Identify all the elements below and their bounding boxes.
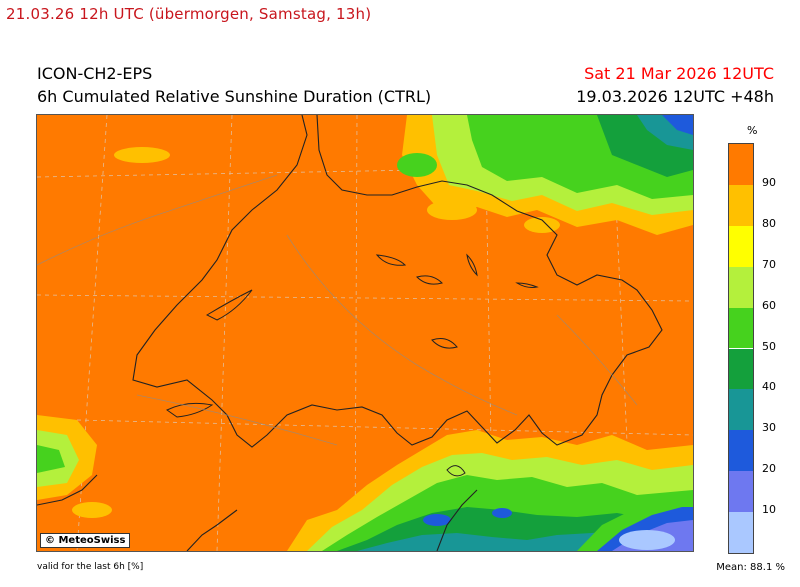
cloudy-area-northeast <box>397 115 693 235</box>
rivers <box>37 174 638 446</box>
legend-tick-label: 60 <box>762 298 776 312</box>
top-caption: 21.03.26 12h UTC (übermorgen, Samstag, 1… <box>6 5 372 23</box>
legend-tick-label: 80 <box>762 216 776 230</box>
legend-swatch <box>729 307 753 349</box>
cloud-patch-northwest <box>114 147 170 163</box>
legend-tick-label: 90 <box>762 175 776 189</box>
country-borders <box>37 115 663 551</box>
legend-unit: % <box>747 124 758 137</box>
legend-tick-label: 70 <box>762 257 776 271</box>
map-panel: © MeteoSwiss <box>36 114 694 552</box>
legend-swatch <box>729 348 753 390</box>
footer-validity: valid for the last 6h [%] <box>37 562 144 572</box>
legend-swatch <box>729 266 753 308</box>
legend-swatch <box>729 430 753 472</box>
legend-swatch <box>729 471 753 513</box>
legend-swatch <box>729 144 753 185</box>
color-legend <box>728 143 754 554</box>
legend-tick-label: 10 <box>762 503 776 517</box>
legend-swatch <box>729 225 753 267</box>
product-title: 6h Cumulated Relative Sunshine Duration … <box>37 87 432 106</box>
lakes <box>166 253 539 477</box>
legend-swatch <box>729 389 753 431</box>
legend-tick-label: 50 <box>762 339 776 353</box>
legend-tick-label: 20 <box>762 462 776 476</box>
footer-mean: Mean: 88.1 % <box>716 562 785 573</box>
legend-tick-label: 30 <box>762 421 776 435</box>
run-info: 19.03.2026 12UTC +48h <box>576 87 774 106</box>
legend-tick-label: 40 <box>762 380 776 394</box>
copyright-label: © MeteoSwiss <box>40 533 131 548</box>
sunshine-map <box>37 115 693 551</box>
cloudy-area-south <box>287 430 693 551</box>
model-name: ICON-CH2-EPS <box>37 64 153 83</box>
legend-swatch <box>729 512 753 553</box>
cloudy-area-southwest <box>37 415 112 518</box>
legend-swatch <box>729 184 753 226</box>
valid-date: Sat 21 Mar 2026 12UTC <box>584 64 774 83</box>
